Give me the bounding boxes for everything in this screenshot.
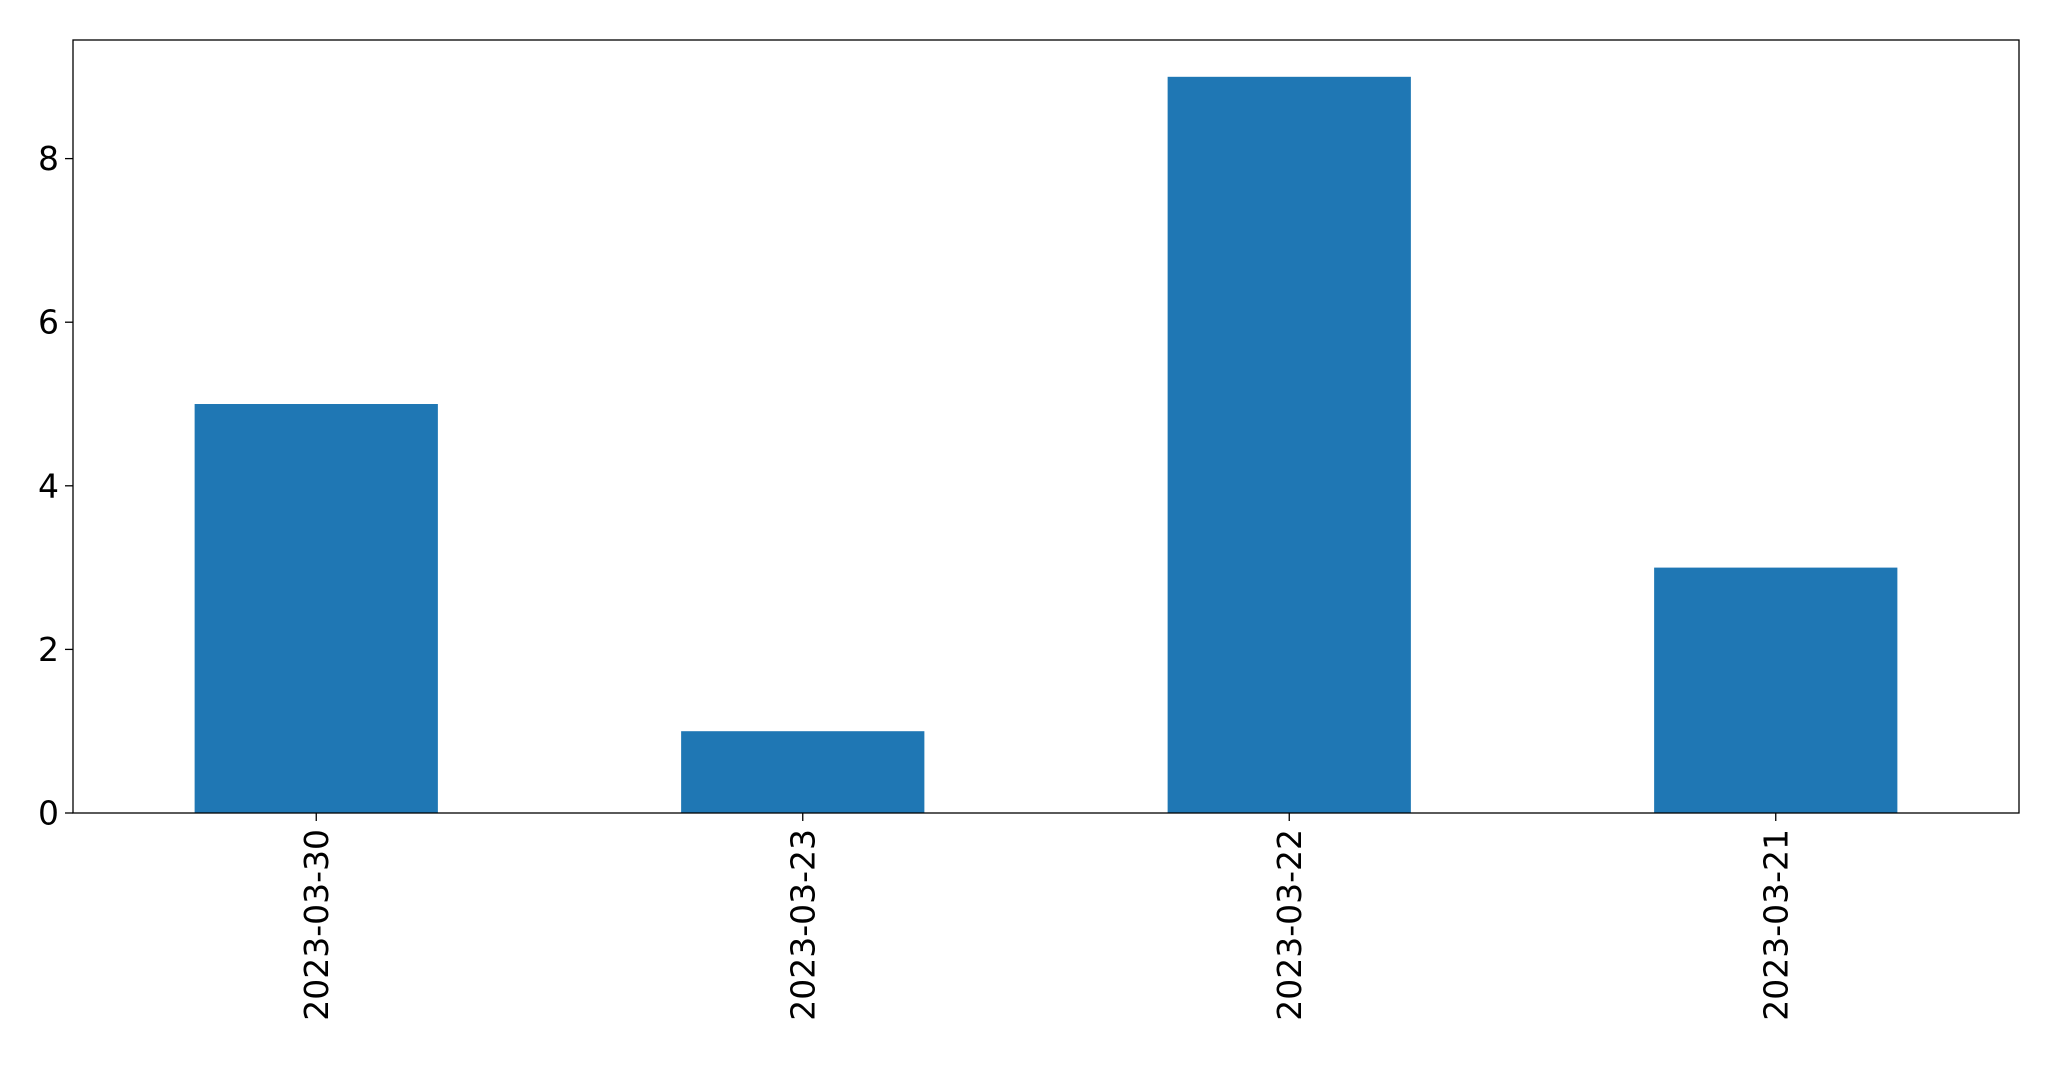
x-tick-label: 2023-03-30 [297,829,336,1021]
plot-area-frame [72,39,2020,814]
bar-2023-03-22 [1167,76,1411,814]
bar-2023-03-30 [194,404,438,813]
y-tick-label: 6 [38,303,59,342]
bar-2023-03-21 [1654,567,1898,813]
y-axis: 0 2 4 6 8 [38,139,73,833]
bar-2023-03-23 [681,731,925,813]
y-tick-label: 8 [38,139,59,178]
x-tick-label: 2023-03-23 [783,829,822,1021]
y-tick-label: 4 [38,466,59,505]
y-tick-label: 0 [38,794,59,833]
y-tick-label: 2 [38,630,59,669]
x-tick-label: 2023-03-21 [1756,829,1795,1021]
bars-layer [194,76,1898,814]
x-axis: 2023-03-30 2023-03-23 2023-03-22 2023-03-21 [297,813,1795,1021]
x-tick-label: 2023-03-22 [1270,829,1309,1021]
